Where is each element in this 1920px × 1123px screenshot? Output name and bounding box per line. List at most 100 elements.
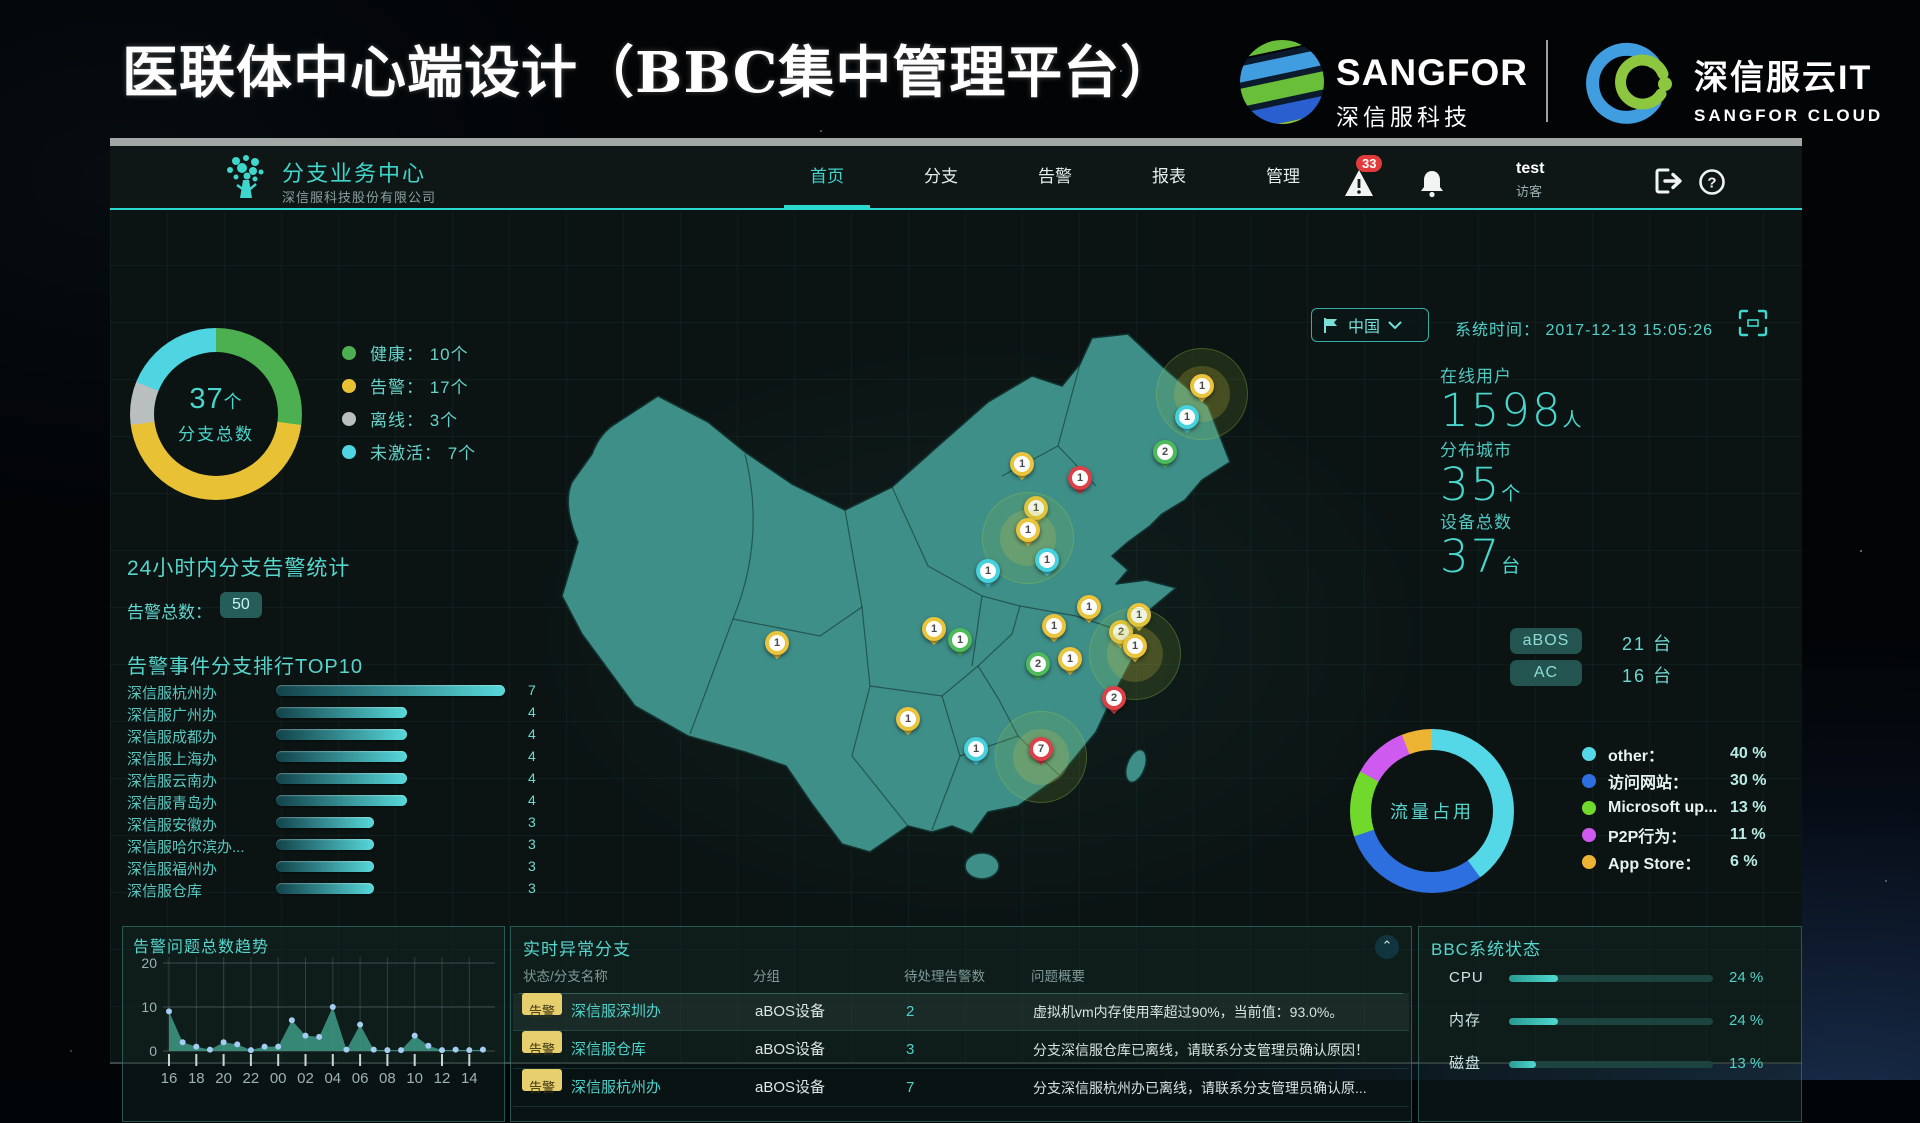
top10-branch-name: 深信服杭州办 xyxy=(127,682,217,703)
top10-value: 7 xyxy=(528,682,536,698)
map-pin-green[interactable]: 2 xyxy=(1026,652,1050,684)
legend-dot xyxy=(1582,828,1596,842)
map-pin-cyan[interactable]: 1 xyxy=(976,559,1000,591)
app-title: 分支业务中心 xyxy=(282,156,426,188)
region-selector-dropdown[interactable]: 中国 xyxy=(1311,308,1429,342)
pin-count: 1 xyxy=(1046,618,1062,634)
brand-left-name: SANGFOR xyxy=(1336,52,1528,94)
brand-right-subtitle: SANGFOR CLOUD xyxy=(1694,106,1883,126)
collapse-chevron-up-icon[interactable]: ⌃ xyxy=(1375,935,1399,959)
legend-value: 11 % xyxy=(1730,826,1766,844)
user-menu[interactable]: test 访客 xyxy=(1516,160,1544,200)
incident-group: aBOS设备 xyxy=(755,1069,825,1107)
traffic-center-label: 流量占用 xyxy=(1390,798,1474,824)
kpi-cities: 分布城市 35个 xyxy=(1440,436,1520,508)
logout-icon[interactable] xyxy=(1654,168,1684,194)
top10-branch-name: 深信服哈尔滨办... xyxy=(127,836,245,857)
map-pin-yellow[interactable]: 1 xyxy=(765,631,789,663)
pin-count: 2 xyxy=(1106,690,1122,706)
tab-报表[interactable]: 报表 xyxy=(1152,146,1186,208)
top10-row: 深信服哈尔滨办...3 xyxy=(127,834,567,856)
map-pin-yellow[interactable]: 1 xyxy=(1010,452,1034,484)
svg-text:00: 00 xyxy=(270,1070,287,1087)
svg-text:18: 18 xyxy=(188,1070,205,1087)
map-pin-cyan[interactable]: 1 xyxy=(1035,548,1059,580)
map-pin-green[interactable]: 2 xyxy=(1153,440,1177,472)
top10-bar xyxy=(276,861,374,872)
top10-branch-name: 深信服安徽办 xyxy=(127,814,217,835)
traffic-legend-item: P2P行为：11 % xyxy=(1582,821,1798,848)
map-pin-yellow[interactable]: 1 xyxy=(922,617,946,649)
map-pin-yellow[interactable]: 1 xyxy=(1058,647,1082,679)
map-pin-cyan[interactable]: 1 xyxy=(1175,405,1199,437)
incident-branch-link[interactable]: 深信服仓库 xyxy=(571,1031,646,1069)
top10-branch-name: 深信服成都办 xyxy=(127,726,217,747)
svg-text:20: 20 xyxy=(215,1070,232,1087)
top10-title: 告警事件分支排行TOP10 xyxy=(127,650,363,679)
map-pin-green[interactable]: 1 xyxy=(948,628,972,660)
legend-text: 健康： 10个 xyxy=(370,340,469,365)
tab-告警[interactable]: 告警 xyxy=(1038,146,1072,208)
svg-text:06: 06 xyxy=(352,1070,369,1087)
branch-total-unit: 个 xyxy=(224,392,243,412)
legend-item-健康: 健康： 10个 xyxy=(342,336,476,369)
map-pin-yellow[interactable]: 1 xyxy=(1123,634,1147,666)
top10-branch-name: 深信服上海办 xyxy=(127,748,217,769)
tab-管理[interactable]: 管理 xyxy=(1266,146,1300,208)
incident-pending-count: 3 xyxy=(906,1031,914,1069)
map-pin-yellow[interactable]: 1 xyxy=(896,707,920,739)
svg-text:10: 10 xyxy=(141,999,157,1015)
map-pin-yellow[interactable]: 1 xyxy=(1042,614,1066,646)
map-pin-red[interactable]: 2 xyxy=(1102,686,1126,718)
bbc-progress-track xyxy=(1509,1061,1713,1068)
legend-dot xyxy=(342,412,356,426)
tab-分支[interactable]: 分支 xyxy=(924,146,958,208)
sangfor-globe-logo xyxy=(1238,36,1326,128)
pin-count: 1 xyxy=(1127,638,1143,654)
map-pin-yellow[interactable]: 1 xyxy=(1016,518,1040,550)
map-pin-yellow[interactable]: 1 xyxy=(1077,595,1101,627)
map-pin-red[interactable]: 1 xyxy=(1068,466,1092,498)
traffic-legend: other：40 %访问网站：30 %Microsoft up...13 %P2… xyxy=(1582,740,1798,875)
pin-count: 1 xyxy=(968,741,984,757)
status-badge: 告警 xyxy=(522,993,562,1015)
help-icon[interactable]: ? xyxy=(1698,168,1726,196)
top10-value: 4 xyxy=(528,726,536,742)
incident-branch-link[interactable]: 深信服深圳办 xyxy=(571,993,661,1031)
tab-首页[interactable]: 首页 xyxy=(810,146,844,208)
top10-value: 4 xyxy=(528,792,536,808)
top10-branch-name: 深信服青岛办 xyxy=(127,792,217,813)
top10-bar xyxy=(276,773,407,784)
map-pin-cyan[interactable]: 1 xyxy=(964,737,988,769)
pin-count: 1 xyxy=(1072,470,1088,486)
bbc-metric-label: CPU xyxy=(1449,968,1484,988)
kpi-unit: 个 xyxy=(1501,483,1520,505)
user-name: test xyxy=(1516,160,1544,178)
bbc-metric-value: 13 % xyxy=(1729,1054,1763,1074)
alarm-total-badge: 50 xyxy=(220,592,262,618)
bell-icon[interactable] xyxy=(1418,168,1446,198)
map-pin-yellow[interactable]: 1 xyxy=(1190,374,1214,406)
legend-value: 13 % xyxy=(1730,799,1766,817)
legend-dot xyxy=(1582,801,1596,815)
incident-branch-link[interactable]: 深信服杭州办 xyxy=(571,1069,661,1107)
fullscreen-icon[interactable] xyxy=(1736,308,1770,338)
bbc-metric-value: 24 % xyxy=(1729,1011,1763,1031)
incidents-title: 实时异常分支 xyxy=(523,935,631,960)
traffic-legend-item: App Store：6 % xyxy=(1582,848,1798,875)
bbc-metric-label: 磁盘 xyxy=(1449,1054,1481,1074)
branch-status-legend: 健康： 10个告警： 17个离线： 3个未激活： 7个 xyxy=(342,336,476,468)
map-pin-red[interactable]: 7 xyxy=(1029,737,1053,769)
legend-label: App Store： xyxy=(1608,850,1700,874)
svg-text:22: 22 xyxy=(243,1070,260,1087)
svg-text:10: 10 xyxy=(406,1070,423,1087)
legend-text: 未激活： 7个 xyxy=(370,439,476,464)
